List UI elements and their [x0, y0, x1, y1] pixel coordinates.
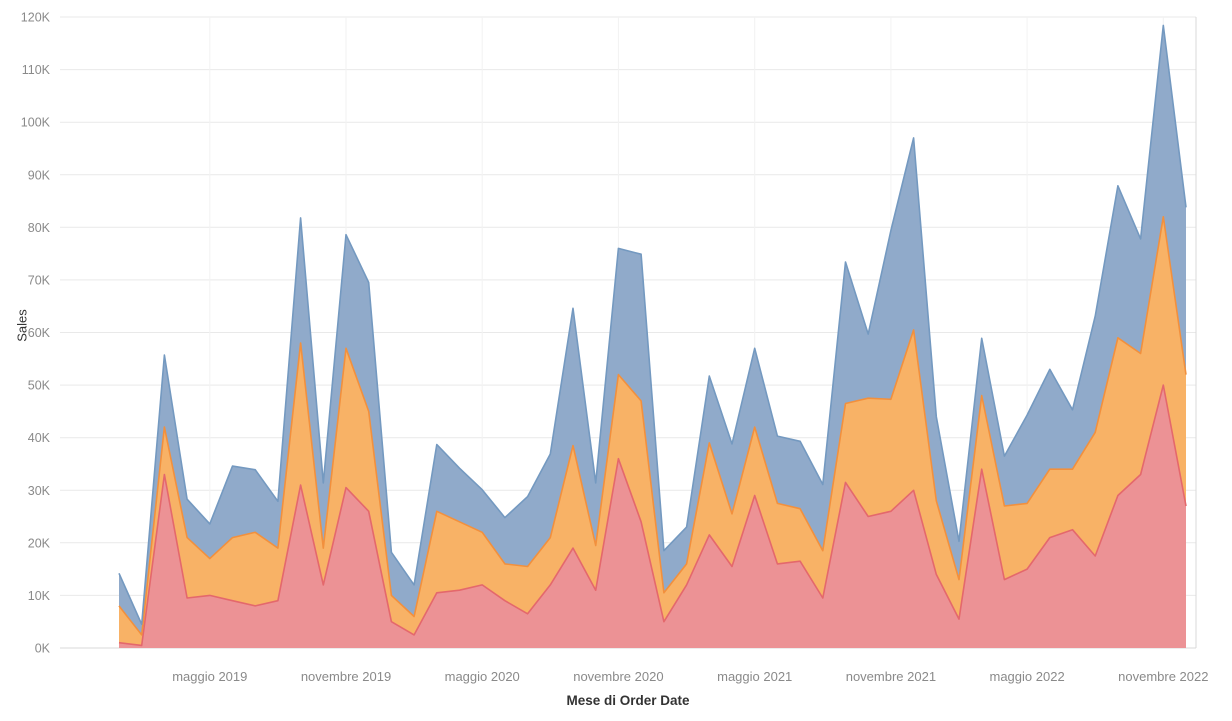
x-axis-title: Mese di Order Date [566, 693, 690, 708]
y-tick-label: 70K [28, 273, 51, 287]
y-axis-title: Sales [14, 309, 30, 342]
y-tick-label: 40K [28, 431, 51, 445]
y-tick-label: 120K [21, 11, 51, 25]
x-tick-label: novembre 2019 [301, 669, 391, 684]
edge-red-bottom-band [118, 384, 1187, 647]
x-tick-label: maggio 2021 [717, 669, 792, 684]
edge-blue-top-band [118, 24, 1187, 626]
x-tick-label: maggio 2020 [445, 669, 520, 684]
x-tick-label: novembre 2020 [573, 669, 663, 684]
area-red-bottom-band[interactable] [119, 385, 1186, 648]
x-tick-label: novembre 2021 [846, 669, 936, 684]
x-tick-label: maggio 2022 [990, 669, 1065, 684]
x-tick-label: novembre 2022 [1118, 669, 1208, 684]
y-tick-label: 90K [28, 168, 51, 182]
y-tick-label: 100K [21, 116, 51, 130]
y-tick-label: 30K [28, 484, 51, 498]
edge-orange-middle-band [118, 216, 1187, 636]
y-tick-label: 20K [28, 536, 51, 550]
y-tick-label: 50K [28, 379, 51, 393]
y-tick-label: 10K [28, 589, 51, 603]
x-tick-label: maggio 2019 [172, 669, 247, 684]
y-tick-label: 110K [22, 63, 51, 77]
y-tick-label: 0K [35, 642, 51, 656]
y-tick-label: 80K [28, 221, 51, 235]
y-tick-label: 60K [28, 326, 51, 340]
